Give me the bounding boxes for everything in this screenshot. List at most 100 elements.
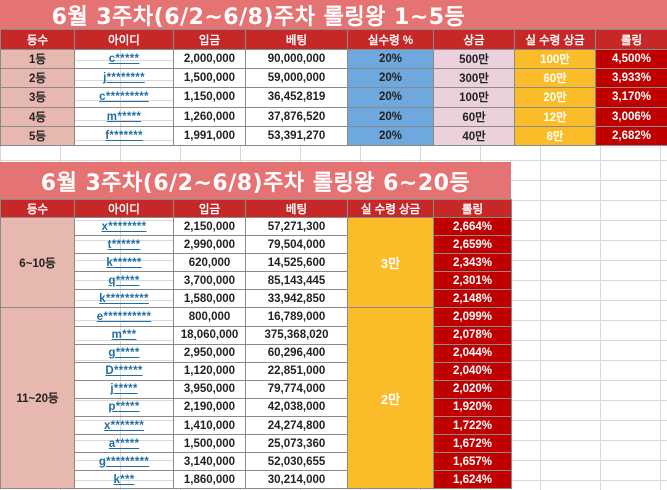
real-prize-cell: 12만 — [514, 106, 596, 127]
rolling-cell: 2,078% — [433, 325, 512, 345]
user-id-link[interactable]: k*** — [74, 470, 174, 490]
header-id: 아이디 — [74, 29, 174, 50]
bet-cell: 36,452,819 — [245, 87, 348, 108]
table-row: t****** 2,990,000 79,504,000 2,659% — [1, 235, 512, 255]
rolling-cell: 2,659% — [433, 235, 512, 255]
bet-cell: 85,143,445 — [245, 271, 348, 291]
table-row: k*** 1,860,000 30,214,000 1,624% — [1, 470, 512, 490]
bet-cell: 16,789,000 — [245, 307, 348, 327]
table-row: g***** 2,950,000 60,296,400 2,044% — [1, 343, 512, 363]
user-id-link[interactable]: g***** — [74, 343, 174, 363]
header-bet: 베팅 — [245, 29, 348, 50]
top5-table: 등수 아이디 입금 베팅 실수령 % 상금 실 수령 상금 롤링 1등 c****… — [0, 29, 667, 146]
user-id-link[interactable]: t****** — [74, 235, 174, 255]
rolling-cell: 1,722% — [433, 416, 512, 436]
rolling-cell: 2,044% — [433, 343, 512, 363]
rolling-cell: 2,148% — [433, 289, 512, 309]
rate-cell: 20% — [347, 125, 434, 146]
rank-cell: 5등 — [0, 125, 75, 146]
user-id-link[interactable]: m***** — [74, 106, 174, 127]
table-row: 3등 c********* 1,150,000 36,452,819 20% 100만 20… — [0, 87, 667, 108]
deposit-cell: 1,410,000 — [173, 416, 246, 436]
deposit-cell: 620,000 — [173, 253, 246, 273]
user-id-link[interactable]: c********* — [74, 87, 174, 108]
deposit-cell: 2,950,000 — [173, 343, 246, 363]
rank-cell: 1등 — [0, 48, 75, 70]
user-id-link[interactable]: g********* — [74, 452, 174, 472]
prize-cell: 40만 — [433, 125, 515, 146]
rolling-cell: 1,657% — [433, 452, 512, 472]
deposit-cell: 2,000,000 — [173, 48, 246, 70]
rolling-cell: 2,664% — [433, 216, 512, 237]
rolling-cell: 2,682% — [595, 125, 667, 146]
rolling-cell: 2,301% — [433, 271, 512, 291]
header-deposit: 입금 — [173, 199, 246, 218]
rate-cell: 20% — [347, 87, 434, 108]
rate-cell: 20% — [347, 106, 434, 127]
bet-cell: 25,073,360 — [245, 434, 348, 454]
user-id-link[interactable]: a***** — [74, 434, 174, 454]
bet-cell: 24,274,800 — [245, 416, 348, 436]
deposit-cell: 3,950,000 — [173, 379, 246, 399]
user-id-link[interactable]: q***** — [74, 271, 174, 291]
rolling-cell: 1,624% — [433, 470, 512, 490]
bet-cell: 37,876,520 — [245, 106, 348, 127]
rank-cell: 3등 — [0, 87, 75, 108]
user-id-link[interactable]: k****** — [74, 253, 174, 273]
user-id-link[interactable]: p***** — [74, 397, 174, 418]
deposit-cell: 1,500,000 — [173, 68, 246, 89]
bet-cell: 57,271,300 — [245, 216, 348, 237]
bet-cell: 52,030,655 — [245, 452, 348, 472]
deposit-cell: 3,700,000 — [173, 271, 246, 291]
real-prize-cell: 20만 — [514, 87, 596, 108]
deposit-cell: 1,260,000 — [173, 106, 246, 127]
rolling-cell: 2,343% — [433, 253, 512, 273]
user-id-link[interactable]: x******** — [74, 216, 174, 237]
user-id-link[interactable]: j***** — [74, 379, 174, 399]
rate-cell: 20% — [347, 68, 434, 89]
bet-cell: 22,851,000 — [245, 361, 348, 381]
user-id-link[interactable]: k********* — [74, 289, 174, 309]
bet-cell: 33,942,850 — [245, 289, 348, 309]
bet-cell: 30,214,000 — [245, 470, 348, 490]
table-row: x******* 1,410,000 24,274,800 1,722% — [1, 416, 512, 436]
deposit-cell: 800,000 — [173, 307, 246, 327]
header-id: 아이디 — [74, 199, 174, 218]
header-rank: 등수 — [0, 29, 75, 50]
deposit-cell: 1,500,000 — [173, 434, 246, 454]
header-prize: 상금 — [433, 29, 515, 50]
header-rolling: 롤링 — [595, 29, 667, 50]
header-real-prize: 실 수령 상금 — [514, 29, 596, 50]
rolling-cell: 1,920% — [433, 397, 512, 418]
table-row: k********* 1,580,000 33,942,850 2,148% — [1, 289, 512, 309]
table-row: k****** 620,000 14,525,600 2,343% — [1, 253, 512, 273]
user-id-link[interactable]: m*** — [74, 325, 174, 345]
rolling-cell: 2,020% — [433, 379, 512, 399]
header-rolling: 롤링 — [433, 199, 512, 218]
bet-cell: 90,000,000 — [245, 48, 348, 70]
user-id-link[interactable]: e********** — [74, 307, 174, 327]
rolling-cell: 2,040% — [433, 361, 512, 381]
deposit-cell: 1,860,000 — [173, 470, 246, 490]
table-row: p***** 2,190,000 42,038,000 1,920% — [1, 397, 512, 418]
real-prize-group-cell: 2만 — [347, 307, 434, 490]
deposit-cell: 1,580,000 — [173, 289, 246, 309]
rolling-cell: 3,170% — [595, 87, 667, 108]
header-real-prize: 실 수령 상금 — [347, 199, 434, 218]
user-id-link[interactable]: x******* — [74, 416, 174, 436]
user-id-link[interactable]: j******** — [74, 68, 174, 89]
bet-cell: 60,296,400 — [245, 343, 348, 363]
rate-cell: 20% — [347, 48, 434, 70]
real-prize-cell: 100만 — [514, 48, 596, 70]
deposit-cell: 1,120,000 — [173, 361, 246, 381]
table1-title: 6월 3주차(6/2~6/8)주차 롤링왕 1~5등 — [0, 0, 667, 30]
user-id-link[interactable]: f******* — [74, 125, 174, 146]
table-row: D****** 1,120,000 22,851,000 2,040% — [1, 361, 512, 381]
rank-group-cell: 11~20등 — [0, 307, 75, 490]
header-rate: 실수령 % — [347, 29, 434, 50]
user-id-link[interactable]: D****** — [74, 361, 174, 381]
header-deposit: 입금 — [173, 29, 246, 50]
rank6-20-table: 등수 아이디 입금 베팅 실 수령 상금 롤링 6~10등 x******** 2,… — [0, 199, 512, 490]
bet-cell: 79,504,000 — [245, 235, 348, 255]
user-id-link[interactable]: c***** — [74, 48, 174, 70]
